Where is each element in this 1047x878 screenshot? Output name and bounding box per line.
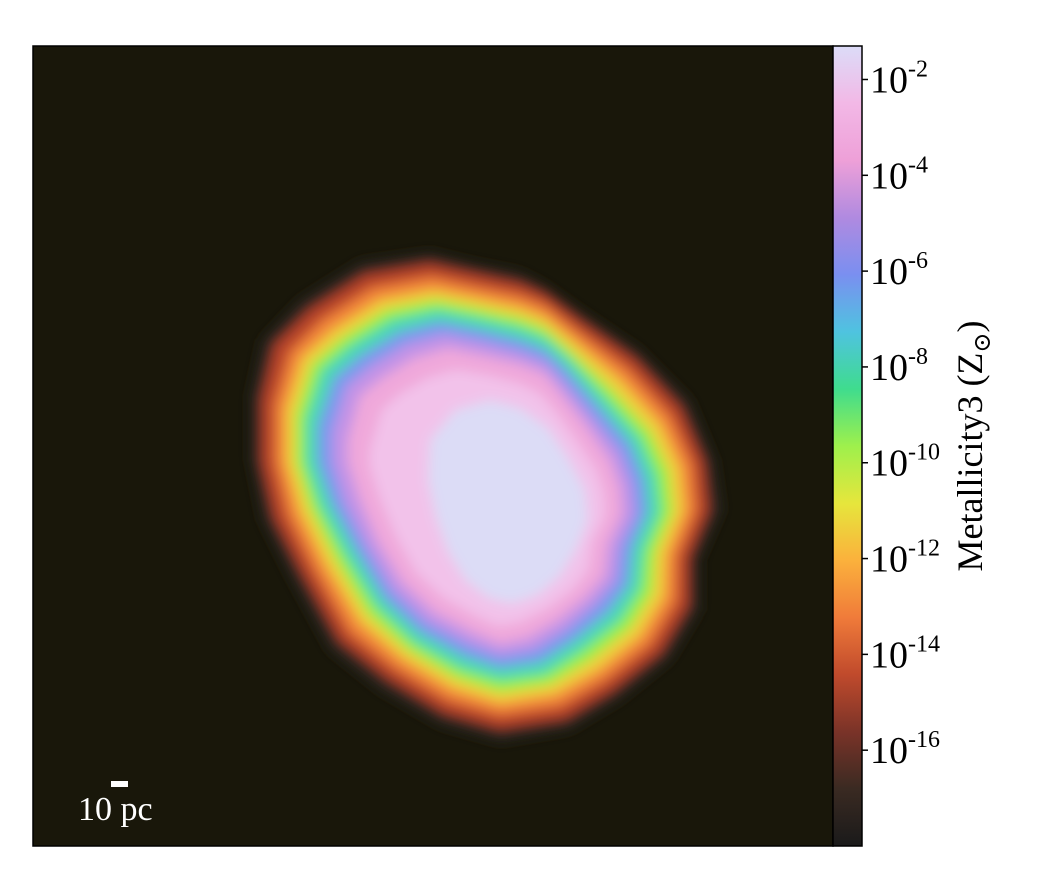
colorbar-gradient — [833, 46, 862, 846]
colorbar-ticks: 10-16 10-14 10-12 10-10 10-8 10-6 10-4 10-2 — [862, 56, 940, 772]
blob-core — [428, 400, 588, 604]
colorbar: 10-16 10-14 10-12 10-10 10-8 10-6 10-4 10-2 Met… — [832, 45, 996, 847]
scale-bar-label: 10 pc — [78, 791, 153, 828]
colorbar-label: Metallicity3 (Z⊙) — [950, 320, 996, 571]
colorbar-tick-label: 10-16 — [870, 727, 940, 772]
colorbar-tick-label: 10-8 — [870, 344, 928, 389]
colorbar-tick-label: 10-10 — [870, 440, 940, 485]
colorbar-tick-label: 10-12 — [870, 536, 940, 581]
scale-bar — [111, 781, 128, 787]
colorbar-tick-label: 10-6 — [870, 248, 928, 293]
colorbar-frame — [832, 45, 863, 847]
colorbar-tick-label: 10-2 — [870, 56, 928, 101]
image-panel: 10 pc — [32, 45, 834, 847]
colorbar-tick-label: 10-14 — [870, 631, 940, 676]
metallicity-blob — [250, 252, 722, 742]
colorbar-tick-label: 10-4 — [870, 152, 928, 197]
